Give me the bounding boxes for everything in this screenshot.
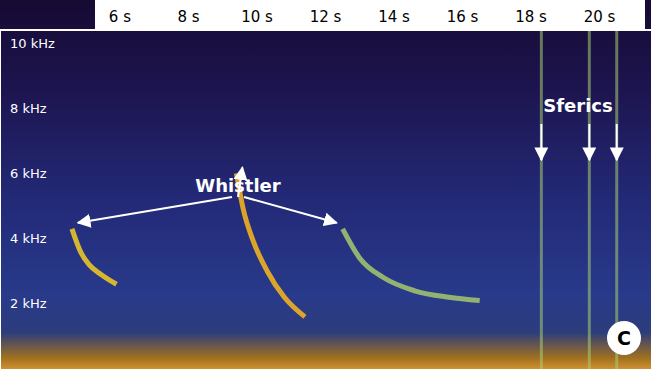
svg-text:8 s: 8 s — [177, 8, 199, 26]
svg-text:16 s: 16 s — [447, 8, 479, 26]
svg-text:14 s: 14 s — [378, 8, 410, 26]
svg-text:Whistler: Whistler — [195, 175, 281, 196]
svg-text:C: C — [617, 327, 631, 349]
svg-text:Sferics: Sferics — [543, 95, 612, 116]
svg-text:8 kHz: 8 kHz — [10, 101, 47, 116]
svg-text:6 s: 6 s — [109, 8, 131, 26]
svg-text:2 kHz: 2 kHz — [10, 296, 47, 311]
svg-text:18 s: 18 s — [515, 8, 547, 26]
svg-text:12 s: 12 s — [310, 8, 342, 26]
svg-text:10 s: 10 s — [241, 8, 273, 26]
svg-text:6 kHz: 6 kHz — [10, 166, 47, 181]
svg-text:10 kHz: 10 kHz — [10, 36, 55, 51]
svg-text:4 kHz: 4 kHz — [10, 231, 47, 246]
svg-text:20 s: 20 s — [584, 8, 616, 26]
